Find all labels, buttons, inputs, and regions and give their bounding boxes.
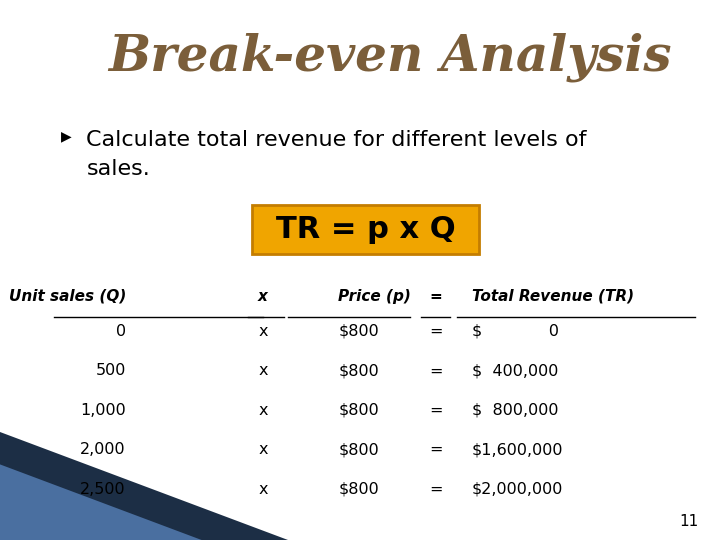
Text: Total Revenue (TR): Total Revenue (TR) xyxy=(472,289,634,304)
Text: x: x xyxy=(258,363,268,379)
Text: =: = xyxy=(429,403,442,418)
Text: Break-even Analysis: Break-even Analysis xyxy=(108,32,672,82)
Text: $800: $800 xyxy=(338,363,379,379)
Text: =: = xyxy=(429,324,442,339)
Text: TR = p x Q: TR = p x Q xyxy=(276,215,455,244)
Text: ▶: ▶ xyxy=(61,130,72,144)
Text: 0: 0 xyxy=(116,324,126,339)
Text: $             0: $ 0 xyxy=(472,324,559,339)
Text: 2,500: 2,500 xyxy=(81,482,126,497)
Text: $2,000,000: $2,000,000 xyxy=(472,482,563,497)
Text: x: x xyxy=(258,442,268,457)
Text: $800: $800 xyxy=(338,403,379,418)
Text: Price (p): Price (p) xyxy=(338,289,411,304)
Polygon shape xyxy=(0,464,202,540)
Text: 11: 11 xyxy=(679,514,698,529)
Text: =: = xyxy=(429,289,442,304)
Text: $  800,000: $ 800,000 xyxy=(472,403,558,418)
Text: x: x xyxy=(258,403,268,418)
Text: $  400,000: $ 400,000 xyxy=(472,363,558,379)
Text: x: x xyxy=(258,324,268,339)
Text: 2,000: 2,000 xyxy=(81,442,126,457)
Text: x: x xyxy=(258,482,268,497)
Text: 500: 500 xyxy=(96,363,126,379)
Text: sales.: sales. xyxy=(86,159,150,179)
Polygon shape xyxy=(0,432,288,540)
Text: $800: $800 xyxy=(338,442,379,457)
Text: x: x xyxy=(258,289,268,304)
Text: $800: $800 xyxy=(338,482,379,497)
Text: =: = xyxy=(429,442,442,457)
Text: 1,000: 1,000 xyxy=(80,403,126,418)
Text: Unit sales (Q): Unit sales (Q) xyxy=(9,289,126,304)
Text: $800: $800 xyxy=(338,324,379,339)
Text: =: = xyxy=(429,482,442,497)
FancyBboxPatch shape xyxy=(252,205,479,254)
Text: =: = xyxy=(429,363,442,379)
Text: $1,600,000: $1,600,000 xyxy=(472,442,563,457)
Text: Calculate total revenue for different levels of: Calculate total revenue for different le… xyxy=(86,130,587,150)
